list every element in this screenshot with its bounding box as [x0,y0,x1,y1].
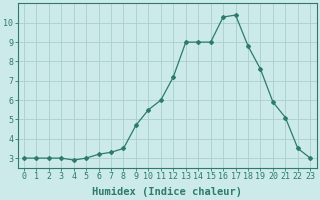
X-axis label: Humidex (Indice chaleur): Humidex (Indice chaleur) [92,186,242,197]
